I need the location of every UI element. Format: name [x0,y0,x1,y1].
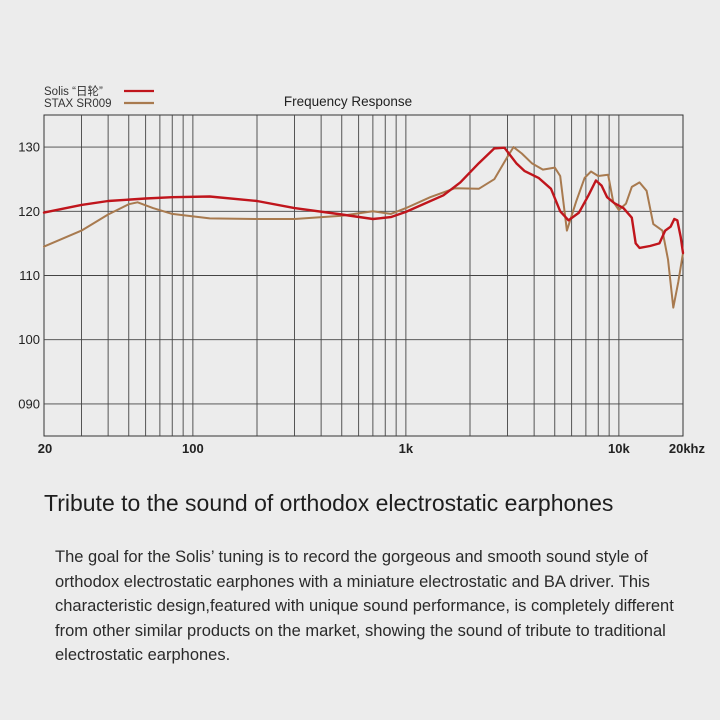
y-tick-label: 090 [18,396,40,411]
y-tick-label: 100 [18,332,40,347]
x-tick-label: 1k [399,441,414,456]
y-tick-label: 110 [19,268,40,283]
x-tick-label: 20 [38,441,52,456]
x-tick-label: 10k [608,441,630,456]
y-tick-label: 120 [18,204,40,219]
chart-legend: Solis “日轮”STAX SR009 [44,84,154,110]
y-tick-label: 130 [18,140,40,155]
headline: Tribute to the sound of orthodox electro… [44,490,614,516]
x-tick-label: 100 [182,441,204,456]
chart-grid [43,114,684,437]
chart-title: Frequency Response [284,94,412,109]
legend-label: STAX SR009 [44,98,112,110]
chart-tick-labels: 090 100 110 120 130 20 100 1k 10k 20khz [18,140,705,456]
chart-curves [42,146,685,309]
series-line-1 [43,146,684,309]
x-tick-label: 20khz [669,441,706,456]
legend-label: Solis “日轮” [44,84,103,98]
description: The goal for the Solis’ tuning is to rec… [55,548,674,665]
series-line-0 [42,146,685,255]
frequency-response-chart: 090 100 110 120 130 20 100 1k 10k 20khz Frequency… [18,84,705,456]
